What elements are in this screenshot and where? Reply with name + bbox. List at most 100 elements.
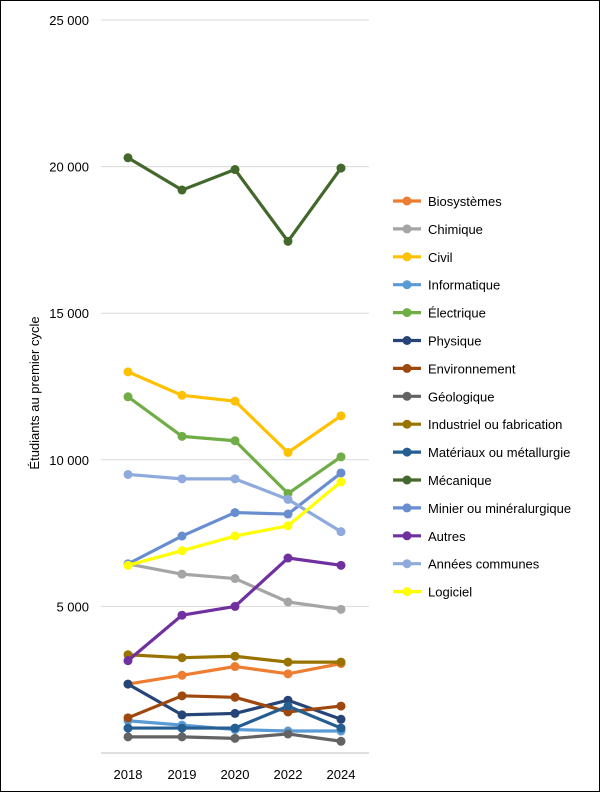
- y-tick-label: 25 000: [49, 13, 89, 28]
- legend-swatch-marker: [402, 196, 412, 206]
- data-point: [123, 723, 133, 733]
- data-point: [283, 729, 293, 739]
- data-point: [283, 494, 293, 504]
- data-point: [177, 670, 187, 680]
- series-group: [123, 729, 346, 746]
- data-point: [336, 477, 346, 487]
- legend-item: Années communes: [393, 557, 540, 572]
- data-point: [336, 657, 346, 667]
- data-point: [123, 560, 133, 570]
- data-point: [230, 508, 240, 518]
- series-group: [123, 153, 346, 246]
- data-point: [230, 474, 240, 484]
- data-point: [123, 713, 133, 723]
- data-point: [123, 469, 133, 479]
- y-tick-label: 20 000: [49, 160, 89, 175]
- legend-swatch-marker: [402, 391, 412, 401]
- data-point: [177, 653, 187, 663]
- data-point: [283, 553, 293, 563]
- gridlines: [101, 19, 369, 754]
- legend-item: Électrique: [393, 306, 486, 321]
- data-point: [336, 452, 346, 462]
- y-tick-label: 5 000: [56, 599, 89, 614]
- data-point: [336, 468, 346, 478]
- legend-swatch-marker: [402, 308, 412, 318]
- legend-swatch-marker: [402, 475, 412, 485]
- legend-swatch-marker: [402, 503, 412, 513]
- legend-item: Informatique: [393, 278, 500, 293]
- data-point: [336, 411, 346, 421]
- data-point: [230, 601, 240, 611]
- legend-label: Industriel ou fabrication: [428, 417, 562, 432]
- data-point: [177, 546, 187, 556]
- legend-swatch-marker: [402, 224, 412, 234]
- series-group: [123, 650, 346, 667]
- legend-label: Autres: [428, 529, 466, 544]
- data-point: [336, 723, 346, 733]
- legend-label: Physique: [428, 334, 481, 349]
- legend-label: Civil: [428, 250, 453, 265]
- y-tick-label: 10 000: [49, 453, 89, 468]
- data-point: [230, 531, 240, 541]
- data-point: [336, 736, 346, 746]
- x-tick-label: 2018: [114, 767, 143, 782]
- legend-item: Civil: [393, 250, 453, 265]
- legend-label: Chimique: [428, 222, 483, 237]
- data-point: [177, 474, 187, 484]
- series-group: [123, 691, 346, 723]
- x-tick-label: 2022: [274, 767, 303, 782]
- data-point: [230, 708, 240, 718]
- data-point: [283, 701, 293, 711]
- data-point: [336, 163, 346, 173]
- legend-swatch-marker: [402, 447, 412, 457]
- data-point: [123, 679, 133, 689]
- data-point: [177, 691, 187, 701]
- series-group: [123, 367, 346, 457]
- data-point: [177, 610, 187, 620]
- data-point: [283, 597, 293, 607]
- data-point: [177, 185, 187, 195]
- legend-swatch-marker: [402, 336, 412, 345]
- legend-item: Industriel ou fabrication: [393, 417, 562, 432]
- legend-label: Logiciel: [428, 585, 472, 600]
- legend: Biosystèmes Chimique Civil Informatique Élec…: [393, 194, 571, 600]
- legend-label: Années communes: [428, 557, 540, 572]
- x-tick-label: 2019: [168, 767, 197, 782]
- data-point: [177, 723, 187, 733]
- legend-swatch-marker: [402, 587, 412, 597]
- data-point: [336, 701, 346, 711]
- data-point: [123, 656, 133, 666]
- legend-swatch-marker: [402, 419, 412, 429]
- data-point: [230, 692, 240, 702]
- data-point: [230, 662, 240, 672]
- data-point: [230, 396, 240, 406]
- data-point: [177, 732, 187, 742]
- data-point: [123, 153, 133, 163]
- y-axis-label: Étudiants au premier cycle: [27, 316, 42, 469]
- series-group: [123, 469, 346, 537]
- legend-label: Environnement: [428, 361, 516, 376]
- data-point: [177, 569, 187, 579]
- data-point: [230, 165, 240, 175]
- data-point: [283, 657, 293, 667]
- data-point: [283, 521, 293, 531]
- legend-swatch-marker: [402, 559, 412, 569]
- data-point: [336, 604, 346, 614]
- series-group: [123, 468, 346, 569]
- legend-label: Géologique: [428, 389, 495, 404]
- legend-item: Chimique: [393, 222, 483, 237]
- data-point: [123, 732, 133, 742]
- legend-item: Physique: [393, 334, 481, 349]
- series-group: [123, 701, 346, 733]
- y-axis-ticks: 5 000 10 000 15 000 20 000 25 000: [49, 13, 89, 614]
- data-point: [230, 574, 240, 584]
- legend-label: Mécanique: [428, 473, 492, 488]
- data-point: [283, 447, 293, 457]
- series-group: [123, 477, 346, 570]
- legend-label: Biosystèmes: [428, 194, 502, 209]
- data-point: [177, 710, 187, 720]
- legend-swatch-marker: [402, 252, 412, 262]
- x-tick-label: 2020: [221, 767, 250, 782]
- series-group: [123, 553, 346, 666]
